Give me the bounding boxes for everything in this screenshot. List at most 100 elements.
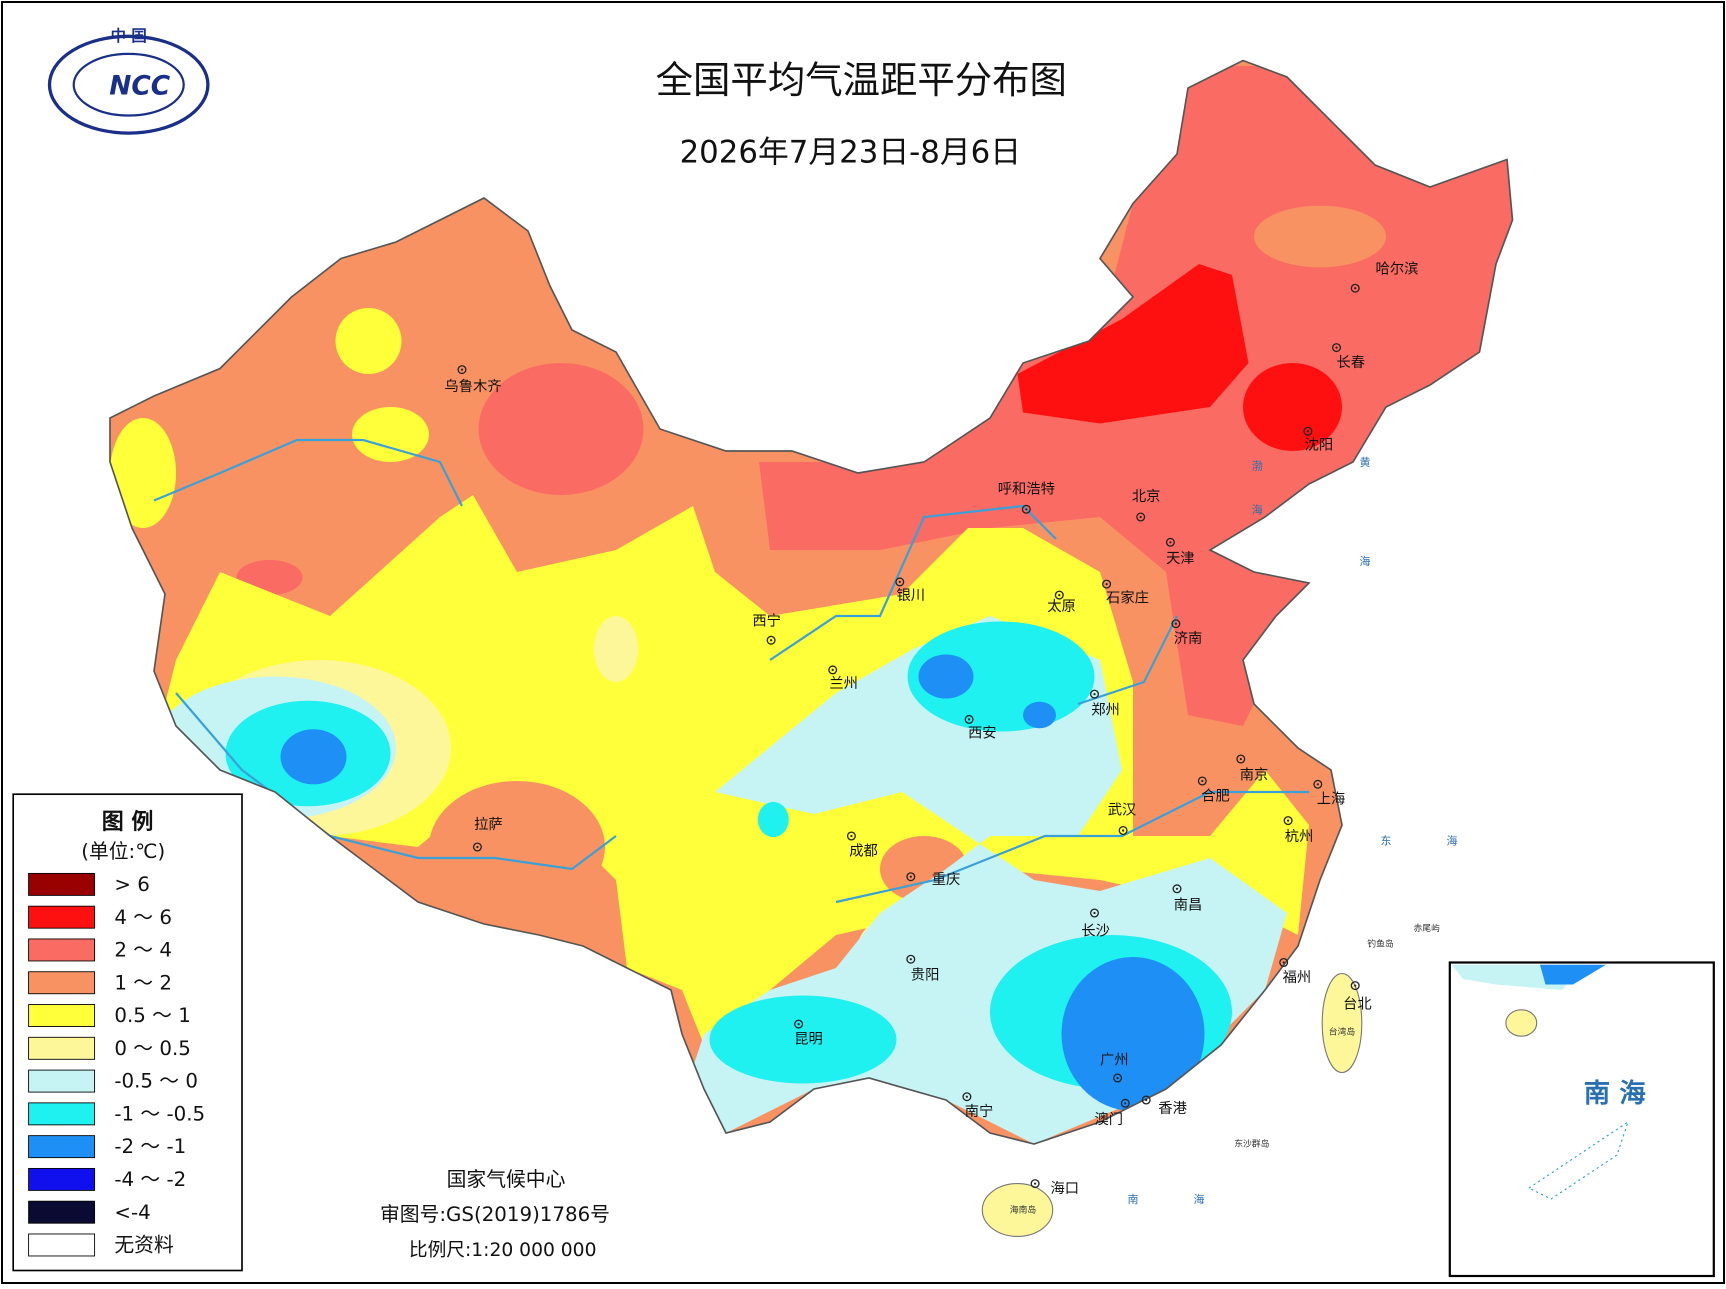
legend-swatch [28, 1167, 96, 1191]
country-border [109, 59, 1514, 1145]
city-label: 上海 [1317, 791, 1346, 808]
legend-swatch [28, 1069, 96, 1093]
city-marker [1102, 579, 1112, 589]
inset-region [1540, 964, 1606, 985]
legend-label: 无资料 [114, 1234, 174, 1257]
city-label: 长沙 [1081, 923, 1110, 940]
sea-label: 渤海 [1250, 459, 1263, 547]
city-marker [1141, 1095, 1151, 1105]
temp-region [1017, 264, 1249, 424]
city-marker [846, 831, 856, 841]
city-label: 杭州 [1285, 828, 1314, 845]
sea-label: 南海 [1128, 1192, 1260, 1206]
city-dot [460, 368, 464, 371]
temp-region [429, 781, 605, 913]
logo-globe [72, 52, 185, 117]
island-label: 东沙群岛 [1234, 1137, 1269, 1149]
inset: 南 海 [1448, 961, 1715, 1278]
city-label: 香港 [1158, 1100, 1187, 1117]
city-marker [1283, 816, 1293, 826]
city-label: 台北 [1343, 995, 1372, 1012]
city-marker [1165, 537, 1175, 547]
city-label: 石家庄 [1106, 588, 1149, 606]
city-marker [1313, 779, 1323, 789]
temp-region [280, 729, 347, 785]
city-dot [1124, 1102, 1127, 1105]
legend-label: -4 ～ -2 [114, 1168, 186, 1191]
city-dot [1025, 508, 1028, 511]
temp-region [110, 418, 177, 529]
city-dot [770, 639, 773, 642]
temp-region [594, 616, 638, 682]
city-marker [1089, 689, 1100, 699]
city-label: 呼和浩特 [998, 481, 1055, 498]
city-dot [1058, 594, 1061, 597]
logo-country: 中 国 [111, 26, 147, 45]
city-label: 兰州 [829, 675, 858, 692]
city-marker [766, 635, 776, 645]
legend-swatch [28, 1004, 96, 1027]
city-dot [850, 834, 853, 838]
legend-swatch [28, 1233, 96, 1257]
temp-region [918, 654, 974, 699]
city-marker [828, 665, 838, 675]
legend-swatch [28, 971, 96, 995]
city-dot [898, 580, 901, 583]
city-dot [1093, 693, 1096, 696]
city-dot [831, 668, 834, 671]
city-marker [1136, 512, 1146, 522]
legend-label: 0 ～ 0.5 [114, 1037, 190, 1060]
city-label: 福州 [1283, 969, 1312, 986]
legend-title: 图 例 [102, 810, 154, 835]
city-dot [797, 1023, 800, 1026]
city-dot [1354, 984, 1357, 987]
city-label: 海口 [1051, 1180, 1080, 1197]
city-marker [457, 365, 467, 375]
sea-label: 东海 [1381, 834, 1513, 848]
city-marker [1089, 908, 1100, 918]
city-label: 济南 [1174, 630, 1203, 647]
legend-swatch [28, 1135, 96, 1159]
city-label: 贵阳 [911, 967, 940, 984]
city-label: 南昌 [1174, 896, 1203, 913]
city-label: 武汉 [1108, 802, 1137, 819]
inset-label: 南 海 [1584, 1078, 1646, 1109]
city-label: 乌鲁木齐 [444, 378, 501, 395]
city-marker [1331, 343, 1342, 353]
legend-label: -1 ～ -0.5 [114, 1102, 205, 1125]
city-dot [1116, 1076, 1119, 1080]
temp-region [478, 363, 644, 495]
footer-agency: 国家气候中心 [447, 1168, 566, 1191]
logo: 中 国 NCC [47, 26, 210, 135]
city-label: 南宁 [965, 1103, 994, 1120]
city-marker [472, 842, 482, 852]
city-marker [906, 872, 916, 882]
city-dot [1335, 346, 1338, 349]
legend-label: > 6 [114, 873, 149, 896]
legend-swatch [28, 1036, 96, 1060]
hainan-region [981, 1183, 1054, 1237]
island-label: 台湾岛 [1329, 1025, 1356, 1037]
city-label: 重庆 [932, 871, 961, 888]
city-marker [1118, 825, 1128, 836]
city-dot [1122, 829, 1125, 832]
temp-region [1023, 701, 1056, 729]
city-label: 澳门 [1095, 1111, 1124, 1128]
footer-scale: 比例尺:1:20 000 000 [409, 1240, 597, 1261]
city-label: 昆明 [794, 1032, 823, 1048]
city-label: 太原 [1047, 598, 1076, 615]
city-dot [1145, 1098, 1148, 1102]
city-dot [968, 718, 971, 721]
city-marker [1054, 590, 1064, 600]
city-marker [1021, 504, 1031, 514]
inset-frame [1448, 961, 1715, 1278]
temp-region [709, 995, 897, 1084]
logo-ring [47, 34, 210, 135]
map-date: 2026年7月23日-8月6日 [680, 135, 1021, 171]
city-label: 成都 [849, 842, 878, 859]
city-label: 合肥 [1201, 787, 1230, 804]
